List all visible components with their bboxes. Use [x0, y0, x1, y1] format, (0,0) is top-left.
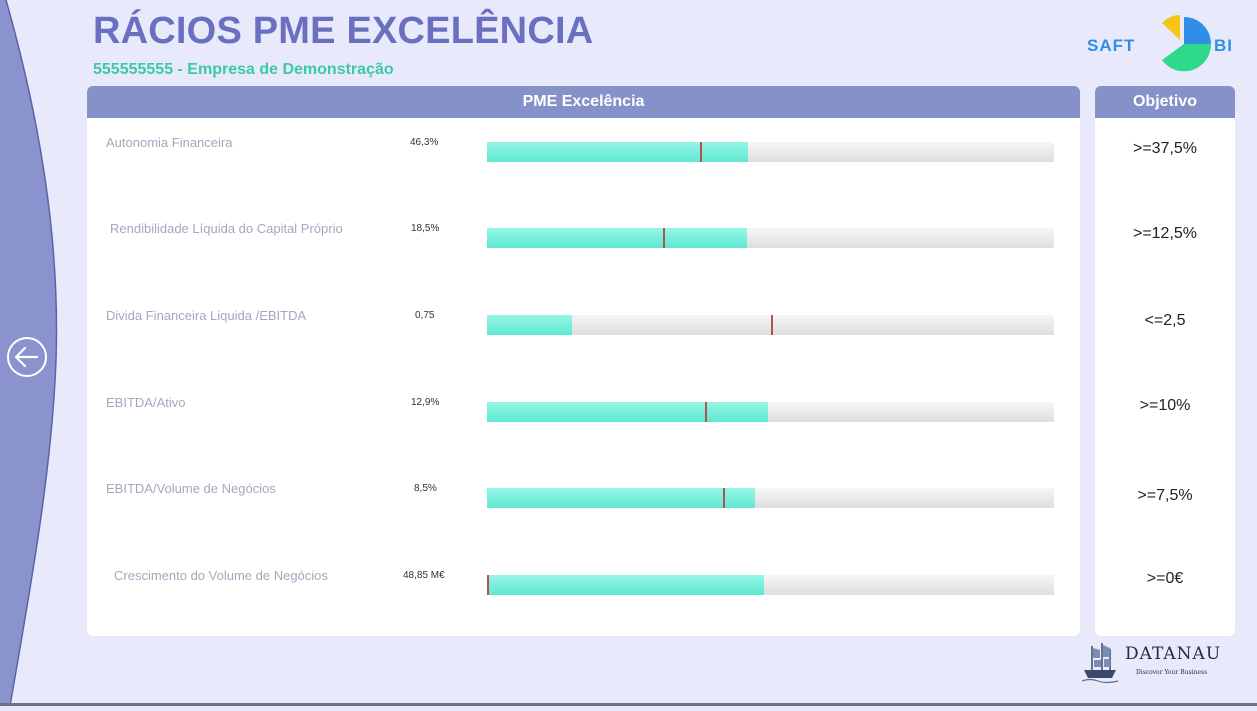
datanau-tagline: Discover Your Business: [1136, 669, 1208, 676]
objective-value: >=10%: [1139, 397, 1191, 414]
saft-logo-mark-icon: [1162, 15, 1212, 72]
left-nav-shape: [0, 0, 58, 707]
ratio-label: Rendibilidade Líquida do Capital Próprio: [110, 221, 343, 236]
ratio-bar-track: [487, 488, 1054, 508]
left-nav-panel: [0, 0, 70, 707]
objective-value: >=7,5%: [1137, 487, 1193, 504]
objective-panel: Objetivo >=37,5% >=12,5% <=2,5 >=10% >=7…: [1095, 86, 1235, 636]
ratio-bar-fill: [487, 488, 755, 508]
page-title: RÁCIOS PME EXCELÊNCIA: [93, 10, 594, 52]
ratio-bar-track: [487, 142, 1054, 162]
ratio-label: Divida Financeira Liquida /EBITDA: [106, 308, 307, 323]
ratio-row-ebitda-ativo: EBITDA/Ativo 12,9%: [87, 395, 1080, 435]
ratio-bar-track: [487, 575, 1054, 595]
ratio-label: EBITDA/Ativo: [106, 395, 186, 410]
ratio-bar-fill: [487, 402, 769, 422]
pme-excelencia-header: PME Excelência: [87, 86, 1080, 118]
objective-value: >=12,5%: [1132, 225, 1198, 242]
objective-header: Objetivo: [1095, 86, 1235, 118]
back-button[interactable]: [6, 336, 48, 378]
ratio-label: Crescimento do Volume de Negócios: [114, 568, 328, 583]
ratio-target-marker: [662, 228, 665, 248]
ratio-label: Autonomia Financeira: [106, 135, 233, 150]
ratio-bar-fill: [487, 142, 748, 162]
ratio-value: 8,5%: [414, 483, 437, 494]
ratio-row-ebitda-volume-negocios: EBITDA/Volume de Negócios 8,5%: [87, 481, 1080, 521]
ratio-target-marker: [770, 315, 773, 335]
bottom-divider: [0, 703, 1257, 706]
ratio-bar-fill: [487, 228, 747, 248]
ratio-row-autonomia-financeira: Autonomia Financeira 46,3%: [87, 135, 1080, 175]
pme-excelencia-panel: PME Excelência Autonomia Financeira 46,3…: [87, 86, 1080, 636]
ratio-bar-fill: [487, 575, 764, 595]
datanau-logo-text: DATANAU: [1125, 644, 1222, 664]
ratio-row-crescimento-volume-negocios: Crescimento do Volume de Negócios 48,85 …: [87, 568, 1080, 608]
saft-bi-logo: SAFT BI: [1082, 12, 1247, 78]
objective-value: >=37,5%: [1132, 140, 1198, 157]
saft-logo-text: SAFT: [1087, 36, 1136, 55]
ratio-target-marker: [699, 142, 702, 162]
ratio-value: 0,75: [415, 310, 435, 321]
ratio-value: 48,85 M€: [403, 570, 445, 581]
objective-value: <=2,5: [1144, 312, 1186, 329]
ratio-value: 18,5%: [411, 223, 440, 234]
ratio-target-marker: [704, 402, 707, 422]
ratio-row-divida-financeira: Divida Financeira Liquida /EBITDA 0,75: [87, 308, 1080, 348]
ratio-target-marker: [487, 575, 489, 595]
ship-icon: [1081, 643, 1119, 684]
ratio-row-rendibilidade: Rendibilidade Líquida do Capital Próprio…: [87, 221, 1080, 261]
arrow-left-circle-icon: [7, 337, 47, 377]
ratio-label: EBITDA/Volume de Negócios: [106, 481, 276, 496]
bi-logo-text: BI: [1214, 36, 1233, 55]
ratio-bar-track: [487, 228, 1054, 248]
objective-value: >=0€: [1146, 570, 1184, 587]
ratio-target-marker: [722, 488, 725, 508]
datanau-logo: DATANAU Discover Your Business: [1080, 640, 1250, 690]
ratio-value: 12,9%: [411, 397, 440, 408]
company-subtitle: 555555555 - Empresa de Demonstração: [93, 61, 394, 78]
ratio-bar-track: [487, 402, 1054, 422]
ratio-bar-track: [487, 315, 1054, 335]
ratio-value: 46,3%: [410, 137, 439, 148]
ratio-bar-fill: [487, 315, 573, 335]
